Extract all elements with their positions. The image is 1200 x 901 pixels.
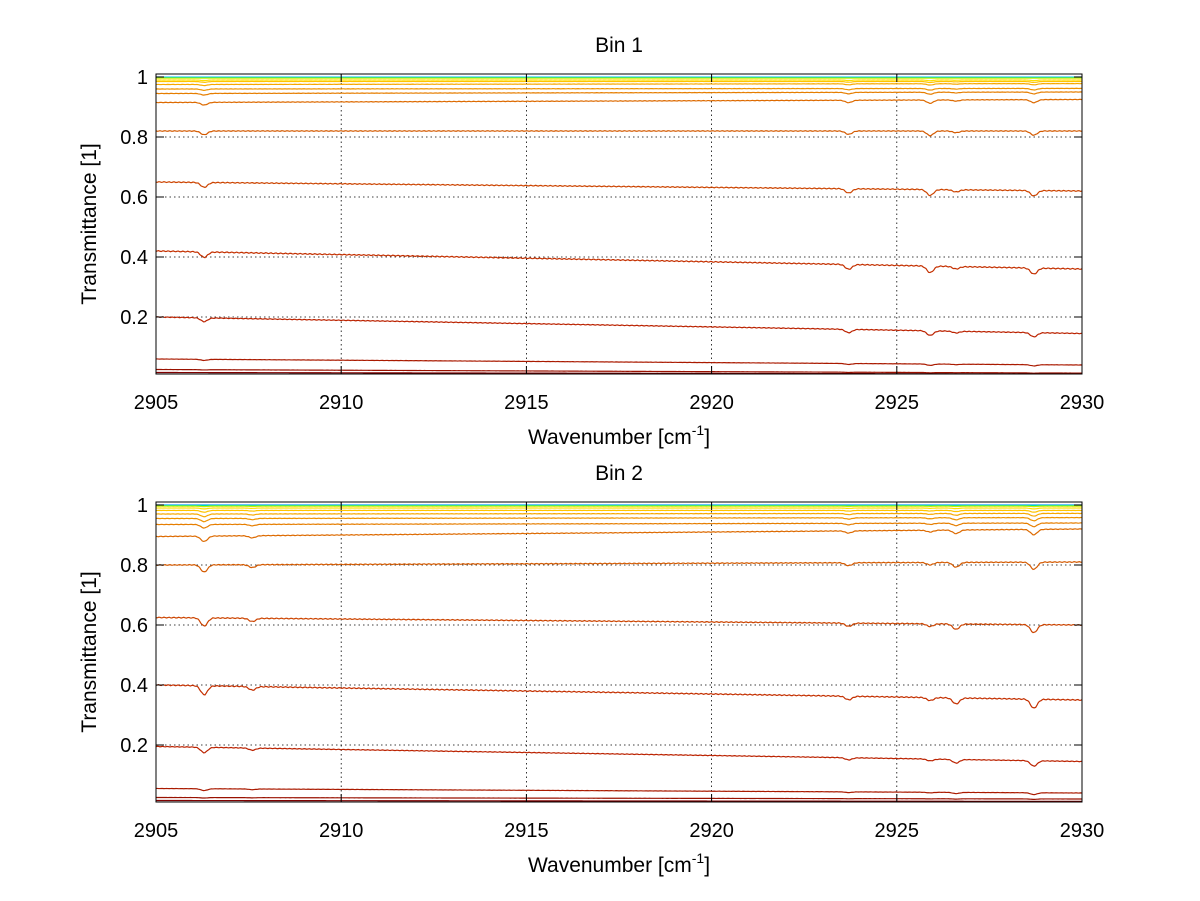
series-line [156,82,1082,87]
chart-panel-1: Bin 1 2905 2910 2915 2920 2925 2930 0.2 0.4 0.6 0.… [78,34,1104,449]
series-group [156,76,1082,374]
x-axis-label: Wavenumber [cm-1] [528,850,710,877]
x-tick-label: 2905 [134,820,179,842]
y-tick-label: 0.8 [120,555,148,577]
series-line [156,181,1082,197]
series-line [156,683,1082,709]
y-axis-label: Transmittance [1] [78,143,101,304]
y-tick-label: 0.4 [120,675,148,697]
series-line [156,91,1082,96]
series-line [156,787,1082,796]
series-line [156,516,1082,523]
series-line [156,130,1082,137]
series-line [156,528,1082,543]
series-line [156,98,1082,106]
x-tick-label: 2915 [504,820,549,842]
x-tick-label: 2930 [1060,392,1105,414]
y-axis-label: Transmittance [1] [78,571,101,732]
chart-panel-2: Bin 2 2905 2910 2915 2920 2925 2930 0.2 0.4 0.6 0.… [78,462,1104,877]
plot-area [156,74,1082,374]
x-tick-label: 2920 [689,392,734,414]
y-tick-label: 0.2 [120,735,148,757]
series-line [156,358,1082,367]
y-tick-label: 0.6 [120,615,148,637]
x-tick-label: 2925 [875,820,920,842]
series-line [156,368,1082,374]
chart-title: Bin 2 [595,462,643,485]
y-tick-label: 1 [137,67,148,89]
series-line [156,509,1082,513]
x-tick-label: 2920 [689,820,734,842]
y-tick-label: 0.4 [120,247,148,269]
series-line [156,522,1082,529]
axes-box [155,73,1083,375]
series-line [156,87,1082,92]
axes-box [155,501,1083,803]
plot-area [156,502,1082,802]
series-line [156,79,1082,82]
x-tick-label: 2910 [319,392,364,414]
x-tick-label: 2910 [319,820,364,842]
y-tick-label: 0.6 [120,187,148,209]
series-line [156,507,1082,510]
x-tick-label: 2905 [134,392,179,414]
chart-title: Bin 1 [595,34,643,57]
series-group [156,504,1082,802]
x-tick-label: 2915 [504,392,549,414]
series-line [156,745,1082,767]
series-line [156,796,1082,800]
series-line [156,249,1082,275]
series-line [156,799,1082,802]
x-tick-label: 2930 [1060,820,1105,842]
y-tick-label: 0.2 [120,307,148,329]
y-tick-label: 0.8 [120,127,148,149]
series-line [156,512,1082,518]
x-tick-label: 2925 [875,392,920,414]
series-line [156,80,1082,84]
series-line [156,316,1082,338]
series-line [156,561,1082,573]
y-tick-label: 1 [137,495,148,517]
series-line [156,616,1082,634]
x-axis-label: Wavenumber [cm-1] [528,422,710,449]
